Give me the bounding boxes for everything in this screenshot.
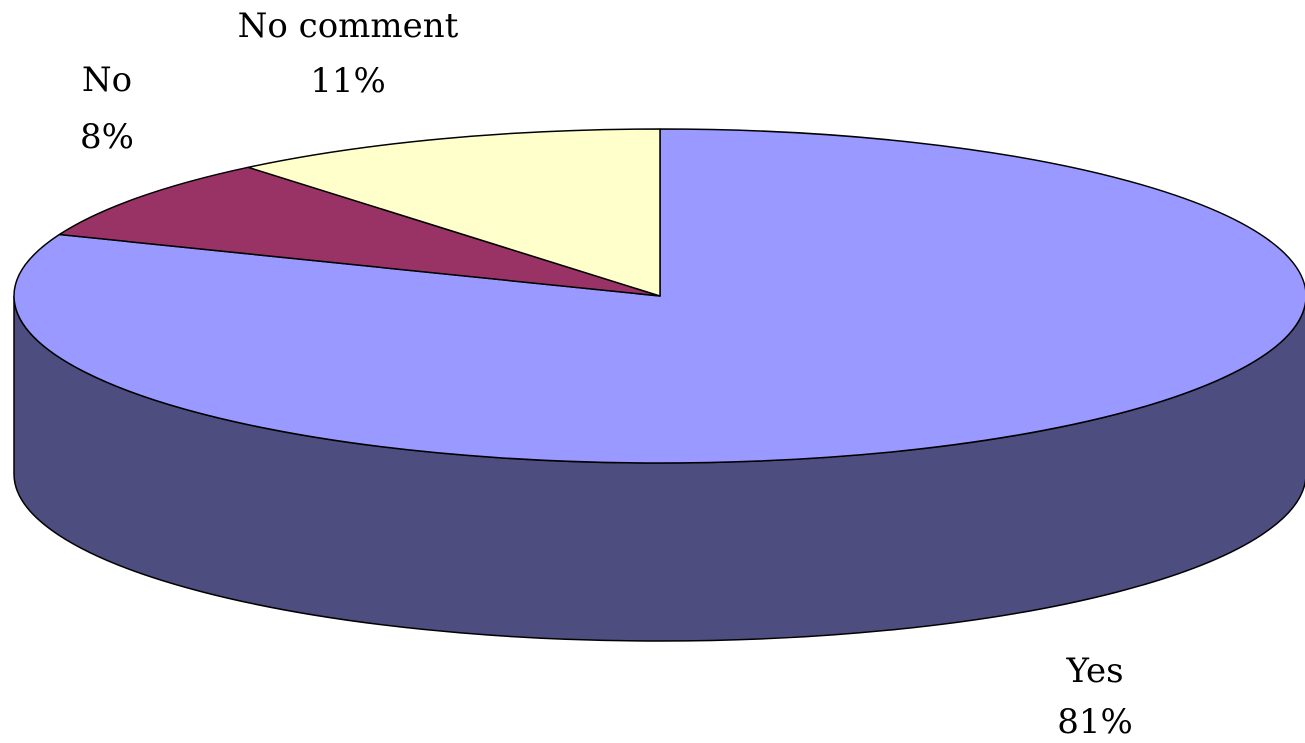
slice-label-no-comment: No comment [238,6,459,46]
pie-slice-no-comment [247,128,661,297]
slice-label-no: No [82,60,132,100]
slice-value-yes: 81% [1057,702,1133,742]
pie-slice-no [58,166,661,297]
pie-label-layer: Yes 81% No 8% No comment 11% [80,6,1133,742]
pie-top-layer [13,128,1305,464]
slice-label-yes: Yes [1065,651,1123,691]
slice-value-no-comment: 11% [310,61,386,101]
slice-value-no: 8% [80,117,134,157]
